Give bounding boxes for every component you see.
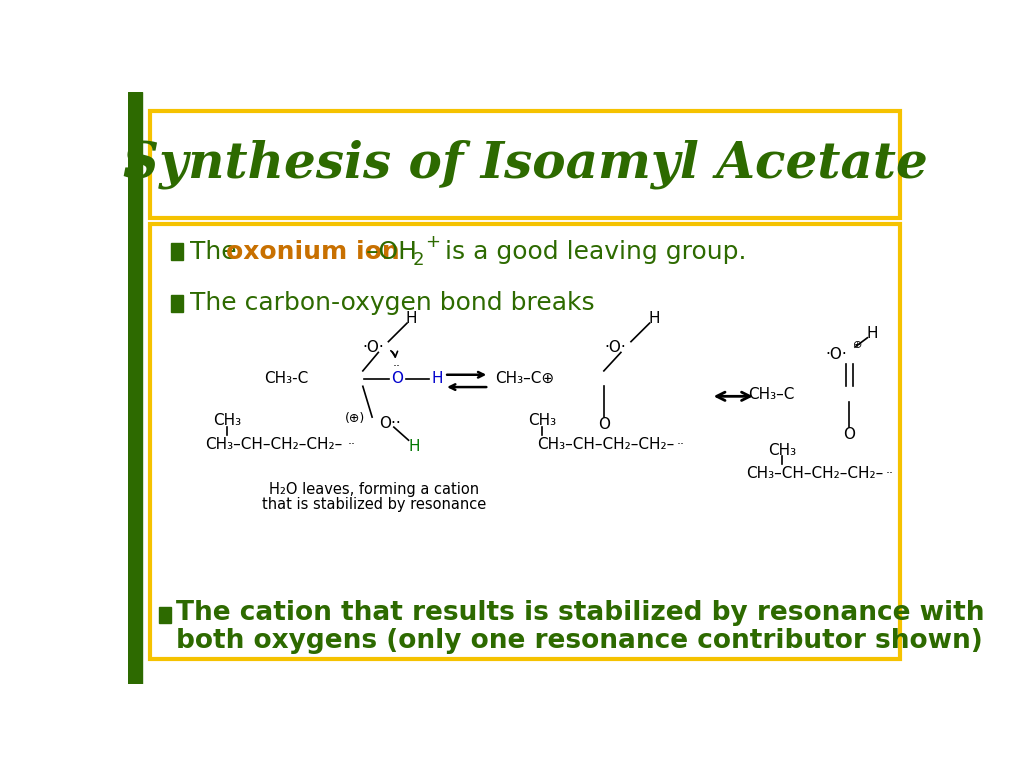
Text: CH₃–CH–CH₂–CH₂–: CH₃–CH–CH₂–CH₂– (746, 466, 884, 481)
Text: O: O (598, 417, 610, 432)
FancyBboxPatch shape (150, 111, 900, 217)
Text: The carbon-oxygen bond breaks: The carbon-oxygen bond breaks (190, 291, 595, 315)
Text: O: O (843, 427, 855, 442)
Text: H: H (409, 439, 421, 454)
Text: H: H (648, 311, 660, 326)
Text: ··: ·· (886, 467, 894, 480)
Text: CH₃–C⊕: CH₃–C⊕ (496, 371, 554, 386)
FancyBboxPatch shape (150, 223, 900, 659)
Text: 2: 2 (413, 251, 424, 269)
Text: ··: ·· (677, 438, 685, 451)
Text: CH₃: CH₃ (213, 413, 242, 429)
Text: ··: ·· (348, 438, 356, 451)
Text: H: H (866, 326, 878, 341)
Bar (159, 607, 171, 624)
Text: O··: O·· (379, 415, 400, 431)
Text: CH₃: CH₃ (527, 413, 556, 429)
Text: ·O·: ·O· (362, 340, 384, 356)
Text: +: + (425, 233, 440, 250)
Text: CH₃–CH–CH₂–CH₂–: CH₃–CH–CH₂–CH₂– (206, 436, 343, 452)
Bar (128, 92, 142, 684)
Text: Synthesis of Isoamyl Acetate: Synthesis of Isoamyl Acetate (123, 140, 928, 189)
Bar (171, 295, 183, 312)
Text: is a good leaving group.: is a good leaving group. (437, 240, 746, 263)
Text: O: O (391, 371, 402, 386)
Text: H₂O leaves, forming a cation: H₂O leaves, forming a cation (269, 482, 479, 497)
Text: CH₃: CH₃ (768, 442, 797, 458)
Text: ·O·: ·O· (825, 347, 847, 362)
Text: that is stabilized by resonance: that is stabilized by resonance (262, 498, 486, 512)
Text: –OH: –OH (358, 240, 417, 263)
Text: ··: ·· (392, 359, 400, 372)
Text: ⊕: ⊕ (853, 340, 863, 350)
Bar (171, 243, 183, 260)
Text: H: H (406, 311, 418, 326)
Text: CH₃–CH–CH₂–CH₂–: CH₃–CH–CH₂–CH₂– (538, 436, 675, 452)
Text: The: The (190, 240, 245, 263)
Text: The cation that results is stabilized by resonance with: The cation that results is stabilized by… (176, 600, 984, 626)
Text: ·O·: ·O· (604, 340, 627, 356)
Text: oxonium ion: oxonium ion (226, 240, 400, 263)
Text: both oxygens (only one resonance contributor shown): both oxygens (only one resonance contrib… (176, 628, 983, 654)
Text: (⊕): (⊕) (345, 412, 366, 425)
Text: CH₃-C: CH₃-C (264, 371, 308, 386)
Text: H: H (431, 371, 443, 386)
Text: CH₃–C: CH₃–C (749, 387, 795, 402)
